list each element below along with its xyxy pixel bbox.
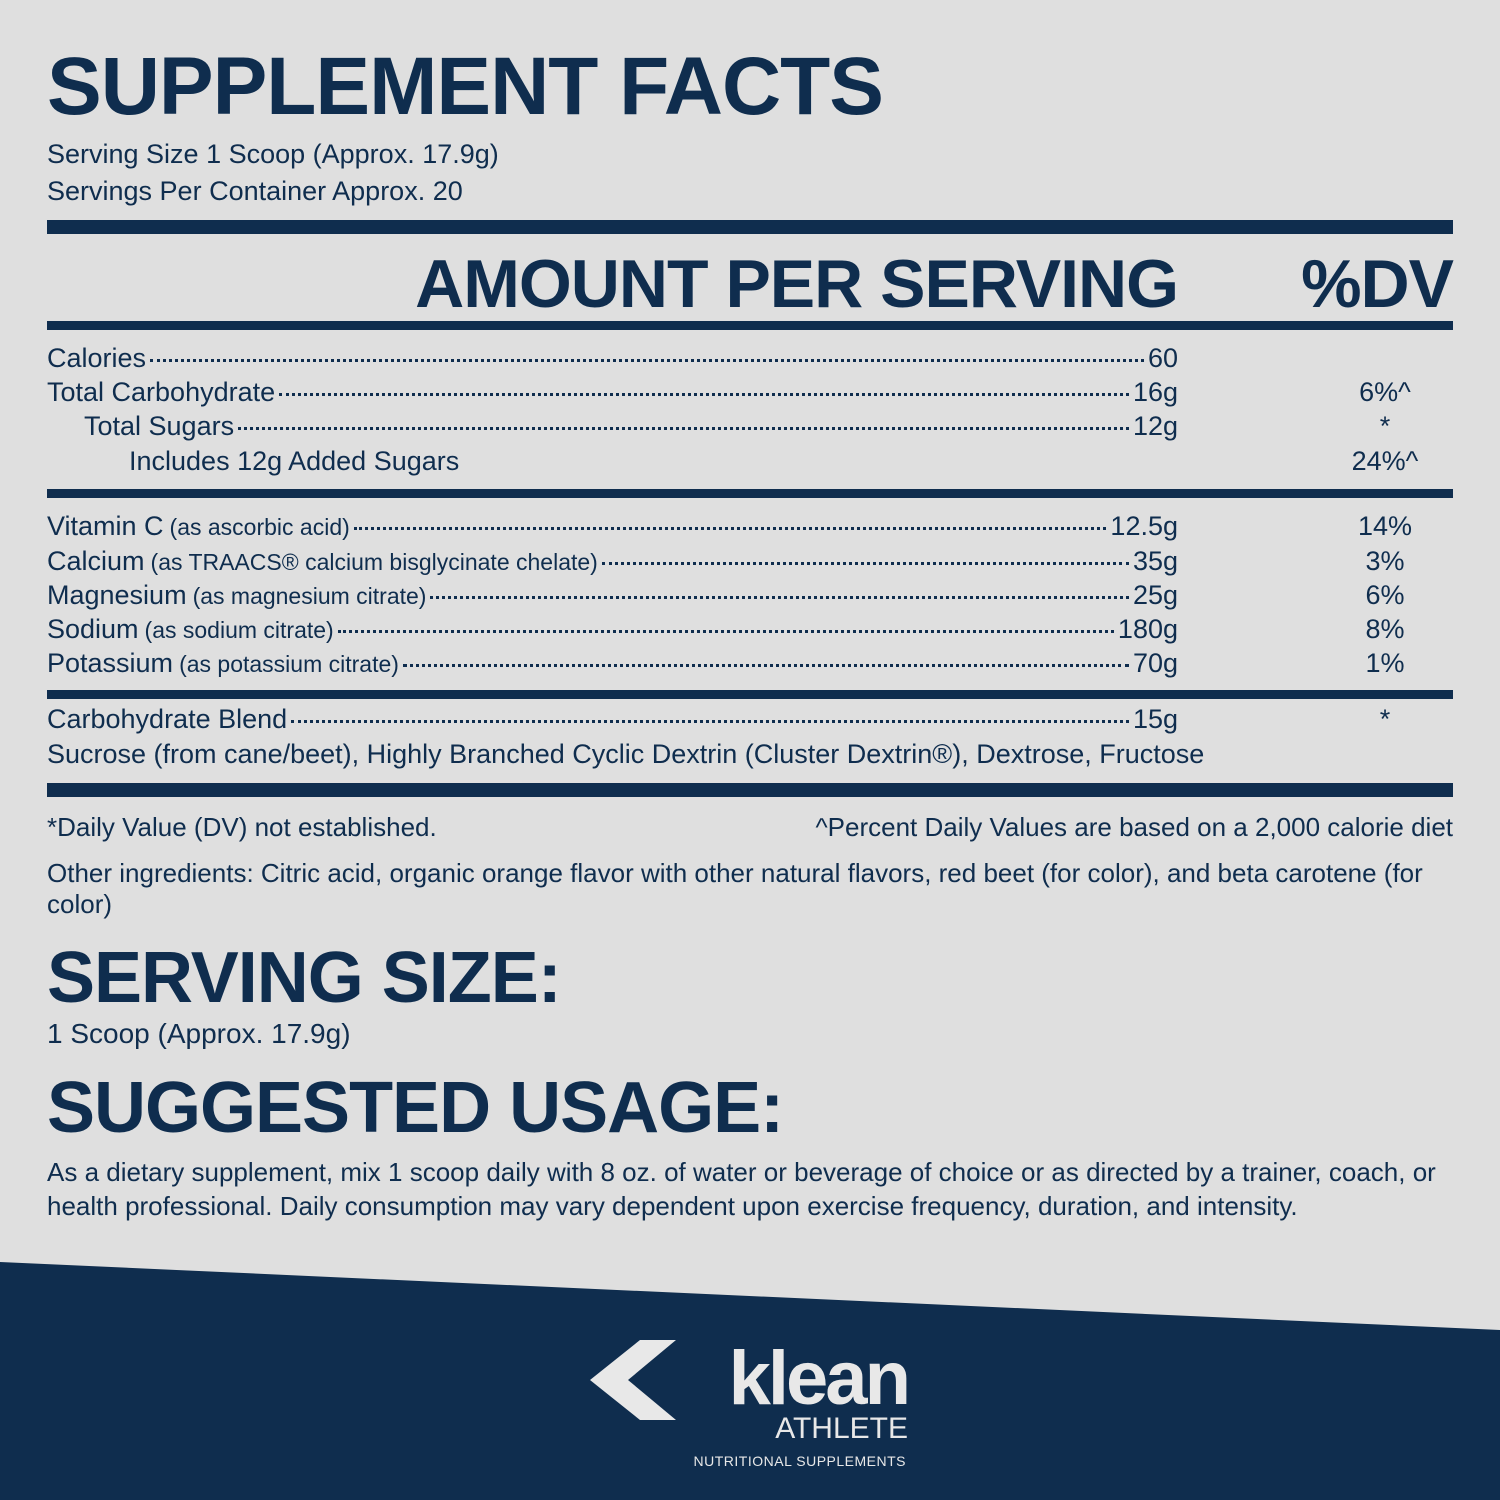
logo-chevron (590, 1340, 676, 1420)
leader (279, 393, 1129, 396)
amount: 16g (1132, 377, 1178, 407)
fact-row: Total Carbohydrate 16g (47, 377, 1178, 411)
nutrient-name: Calories (47, 343, 147, 373)
daily-value: * (1379, 704, 1391, 734)
nutrient-name: Carbohydrate Blend (47, 704, 288, 734)
nutrient-note: (as potassium citrate) (179, 651, 399, 677)
amount: 12.5g (1110, 511, 1178, 541)
daily-value: 14% (1357, 511, 1413, 541)
title: SUPPLEMENT FACTS (47, 41, 884, 132)
daily-value: 6%^ (1359, 377, 1411, 407)
rule (47, 321, 1453, 330)
nutrient-note: (as ascorbic acid) (169, 514, 350, 540)
nutrient-name: Total Carbohydrate (47, 377, 276, 407)
fact-row: Vitamin C (as ascorbic acid) 12.5g (47, 511, 1178, 545)
dv-header: %DV (1301, 246, 1454, 322)
amount: 70g (1132, 648, 1178, 678)
rule (47, 220, 1453, 234)
amount: 12g (1132, 411, 1178, 441)
leader (337, 630, 1114, 633)
logo-brand: klean (729, 1336, 908, 1421)
fact-row: Calcium (as TRAACS® calcium bisglycinate … (47, 546, 1178, 580)
leader (402, 664, 1129, 667)
leader (353, 527, 1107, 530)
nutrient-name: Calcium (47, 546, 145, 576)
daily-value: 24%^ (1351, 446, 1419, 476)
leader (601, 562, 1129, 565)
fact-row: Calories 60 (47, 343, 1178, 377)
nutrient-note: (as sodium citrate) (144, 617, 334, 643)
amount: 60 (1147, 343, 1178, 373)
daily-value: 1% (1365, 648, 1405, 678)
logo-sub: ATHLETE (775, 1412, 908, 1445)
other-ingredients: Other ingredients: Citric acid, organic … (47, 858, 1423, 919)
amount: 180g (1117, 614, 1178, 644)
leader (291, 720, 1129, 723)
serving-size: Serving Size 1 Scoop (Approx. 17.9g) (47, 139, 499, 169)
fact-row: Sodium (as sodium citrate) 180g (47, 614, 1178, 648)
nutrient-name: Sodium (47, 614, 139, 644)
nutrient-note: (as magnesium citrate) (192, 583, 427, 609)
nutrient-name: Total Sugars (84, 411, 235, 441)
nutrient-note: (as TRAACS® calcium bisglycinate chelate… (150, 549, 598, 575)
usage-heading: SUGGESTED USAGE: (47, 1068, 784, 1148)
daily-value: 3% (1365, 546, 1405, 576)
serving-size-text: 1 Scoop (Approx. 17.9g) (47, 1018, 351, 1049)
amount: 25g (1132, 580, 1178, 610)
leader (150, 359, 1144, 362)
daily-value: * (1379, 411, 1391, 441)
footnote-dv: *Daily Value (DV) not established. (47, 812, 437, 842)
fact-row: Carbohydrate Blend 15g (47, 704, 1178, 738)
leader (238, 427, 1129, 430)
nutrient-name: Magnesium (47, 580, 187, 610)
nutrient-name: Includes 12g Added Sugars (129, 446, 460, 476)
leader (430, 596, 1129, 599)
nutrient-name: Vitamin C (47, 511, 164, 541)
rule (47, 489, 1453, 498)
footer-band (0, 1262, 1500, 1500)
daily-value: 8% (1365, 614, 1405, 644)
footnote-percent: ^Percent Daily Values are based on a 2,0… (815, 812, 1453, 842)
fact-row: Total Sugars 12g (84, 411, 1178, 445)
logo-tagline: NUTRITIONAL SUPPLEMENTS (694, 1453, 906, 1469)
nutrient-name: Potassium (47, 648, 174, 678)
servings-per-container: Servings Per Container Approx. 20 (47, 176, 463, 206)
amount-header: AMOUNT PER SERVING (415, 246, 1179, 322)
fact-row: Potassium (as potassium citrate) 70g (47, 648, 1178, 682)
amount: 15g (1132, 704, 1178, 734)
fact-row: Includes 12g Added Sugars (129, 446, 1178, 480)
fact-row: Magnesium (as magnesium citrate) 25g (47, 580, 1178, 614)
serving-size-heading: SERVING SIZE: (47, 938, 562, 1018)
blend-ingredients: Sucrose (from cane/beet), Highly Branche… (47, 739, 1205, 769)
usage-text: As a dietary supplement, mix 1 scoop dai… (47, 1157, 1436, 1221)
rule (47, 783, 1453, 797)
rule (47, 690, 1453, 699)
amount: 35g (1132, 546, 1178, 576)
daily-value: 6% (1365, 580, 1405, 610)
